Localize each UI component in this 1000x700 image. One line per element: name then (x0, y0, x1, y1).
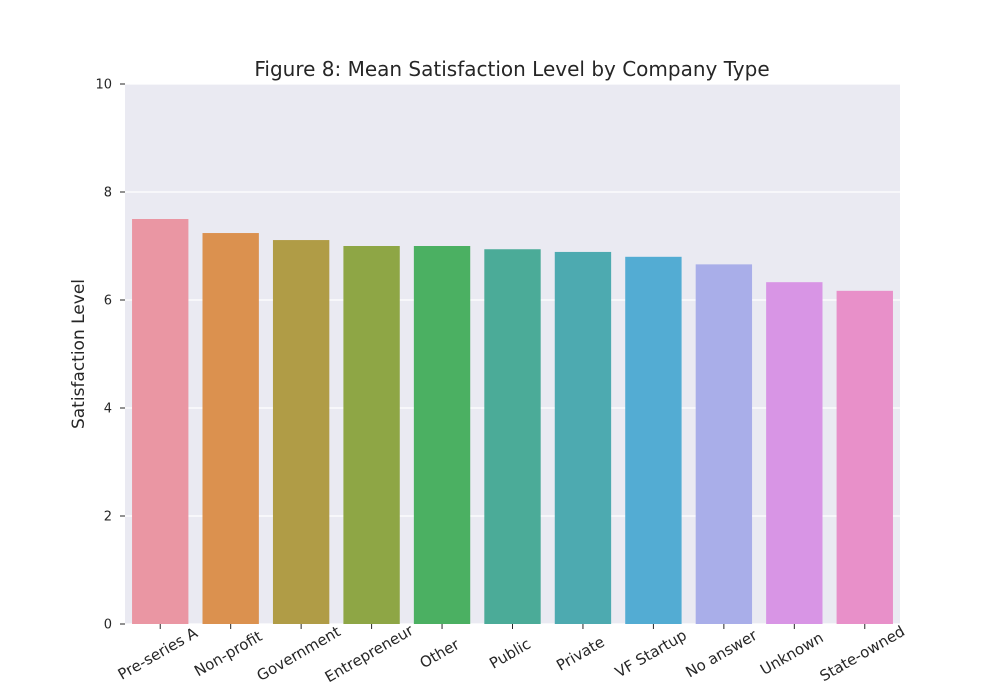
y-tick-label: 8 (104, 186, 112, 201)
y-tick-label: 6 (104, 294, 112, 309)
bar-0 (132, 219, 189, 624)
y-tick-label: 2 (104, 510, 112, 525)
bars (132, 219, 893, 625)
bar-4 (413, 246, 471, 624)
x-tick-label: Non-profit (191, 627, 265, 680)
y-tick-label: 10 (95, 78, 112, 93)
x-tick-label: State-owned (817, 622, 908, 685)
bar-7 (625, 256, 682, 624)
bar-6 (554, 251, 612, 624)
chart-title: Figure 8: Mean Satisfaction Level by Com… (254, 57, 769, 81)
bar-2 (272, 240, 330, 624)
x-tick-label: Private (553, 633, 607, 675)
bar-1 (202, 233, 259, 625)
bar-3 (343, 246, 400, 624)
x-tick-label: VF Startup (612, 626, 690, 681)
x-tick-label: Public (486, 635, 533, 673)
x-tick-label: Pre-series A (115, 623, 201, 683)
x-tick-label: Other (417, 635, 464, 672)
x-tick-label: No answer (683, 626, 761, 682)
y-tick-label: 4 (104, 402, 112, 417)
bar-10 (836, 290, 893, 624)
y-axis: 0 2 4 6 8 10 (95, 78, 125, 633)
bar-5 (484, 249, 541, 625)
x-tick-label: Unknown (757, 628, 826, 678)
x-axis: Pre-series ANon-profitGovernmentEntrepre… (115, 621, 908, 686)
bar-8 (695, 264, 753, 624)
y-axis-label: Satisfaction Level (69, 279, 89, 429)
bar-9 (766, 282, 823, 624)
y-tick-label: 0 (104, 618, 112, 633)
